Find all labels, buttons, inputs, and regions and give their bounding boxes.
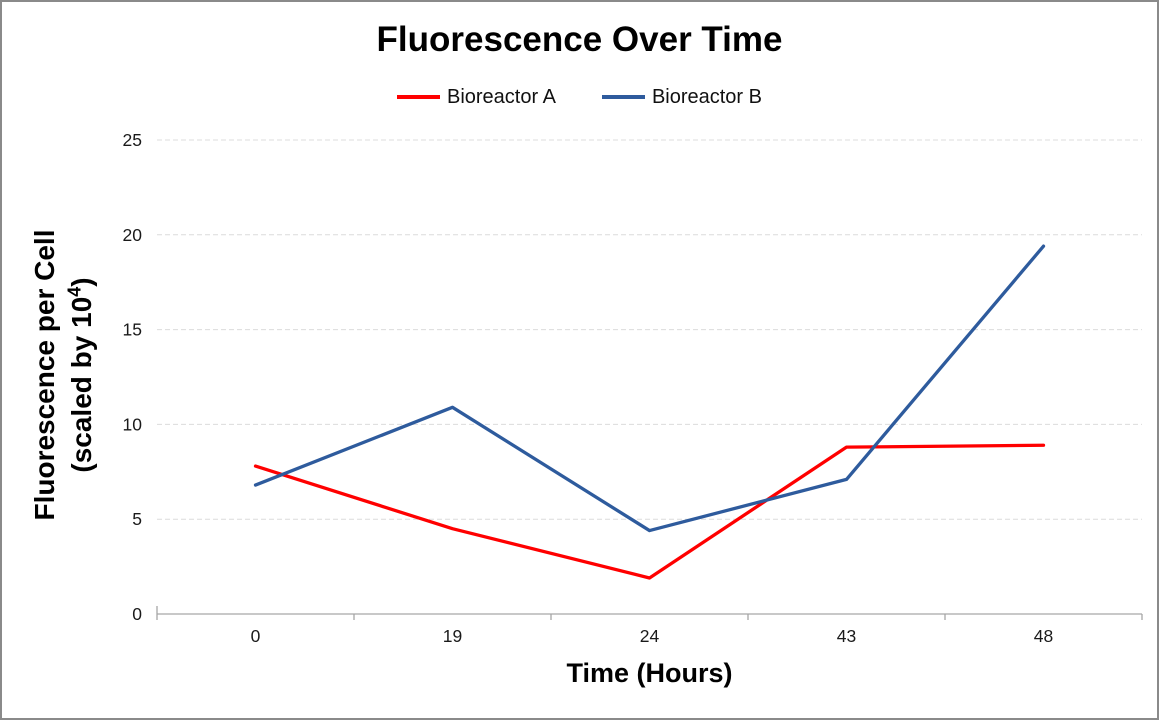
legend-swatch-blue-line xyxy=(601,95,645,99)
x-tick-label: 0 xyxy=(251,626,261,646)
series-line-bioreactor-a xyxy=(253,443,1046,580)
y-tick-label: 10 xyxy=(123,414,143,434)
x-tick-label: 19 xyxy=(443,626,462,646)
chart-title: Fluorescence Over Time xyxy=(376,20,783,59)
legend: Bioreactor A Bioreactor B xyxy=(2,87,1157,107)
y-tick-label: 5 xyxy=(132,509,142,529)
x-tick-label: 43 xyxy=(837,626,856,646)
y-tick-label: 20 xyxy=(123,225,143,245)
y-tick-label: 0 xyxy=(132,604,142,624)
legend-item-bioreactor-a: Bioreactor A xyxy=(396,86,556,108)
legend-label-bioreactor-a: Bioreactor A xyxy=(446,86,556,108)
legend-item-bioreactor-b: Bioreactor B xyxy=(601,86,762,108)
legend-label-bioreactor-b: Bioreactor B xyxy=(651,86,762,108)
x-tick-label: 24 xyxy=(640,626,660,646)
legend-swatch-red-line xyxy=(396,95,440,99)
y-tick-label: 25 xyxy=(123,130,142,150)
x-axis-title: Time (Hours) xyxy=(566,658,733,688)
series-line-bioreactor-b xyxy=(253,244,1046,533)
y-tick-label: 15 xyxy=(123,320,142,340)
x-tick-label: 48 xyxy=(1034,626,1053,646)
